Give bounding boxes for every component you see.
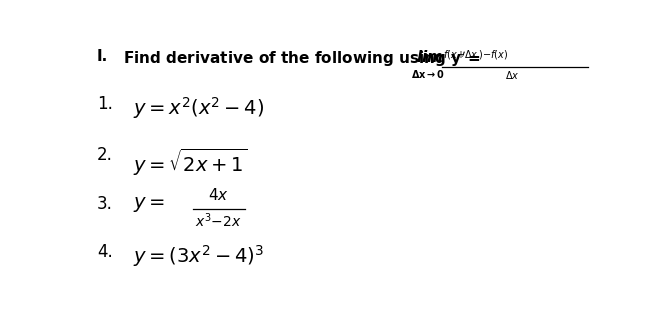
Text: $x^3{-}2x$: $x^3{-}2x$	[195, 211, 242, 230]
Text: Find derivative of the following using $\mathbf{y' = }$: Find derivative of the following using $…	[123, 49, 480, 69]
Text: I.: I.	[97, 49, 108, 64]
Text: 2.: 2.	[97, 146, 113, 164]
Text: $f(x{+}\Delta x\,){-}f(x)$: $f(x{+}\Delta x\,){-}f(x)$	[443, 48, 508, 61]
Text: $y = \sqrt{2x + 1}$: $y = \sqrt{2x + 1}$	[134, 146, 248, 178]
Text: 4.: 4.	[97, 243, 113, 261]
Text: $4x$: $4x$	[207, 187, 228, 203]
Text: $\mathbf{\Delta x{\to}0}$: $\mathbf{\Delta x{\to}0}$	[411, 68, 446, 80]
Text: $y = $: $y = $	[134, 196, 166, 214]
Text: $y = x^2(x^2 - 4)$: $y = x^2(x^2 - 4)$	[134, 95, 264, 121]
Text: 1.: 1.	[97, 95, 113, 113]
Text: 3.: 3.	[97, 196, 113, 213]
Text: $\Delta x$: $\Delta x$	[505, 69, 519, 81]
Text: $y = (3x^2 - 4)^3$: $y = (3x^2 - 4)^3$	[134, 243, 264, 269]
Text: $\bfit{lim}$: $\bfit{lim}$	[415, 49, 443, 65]
